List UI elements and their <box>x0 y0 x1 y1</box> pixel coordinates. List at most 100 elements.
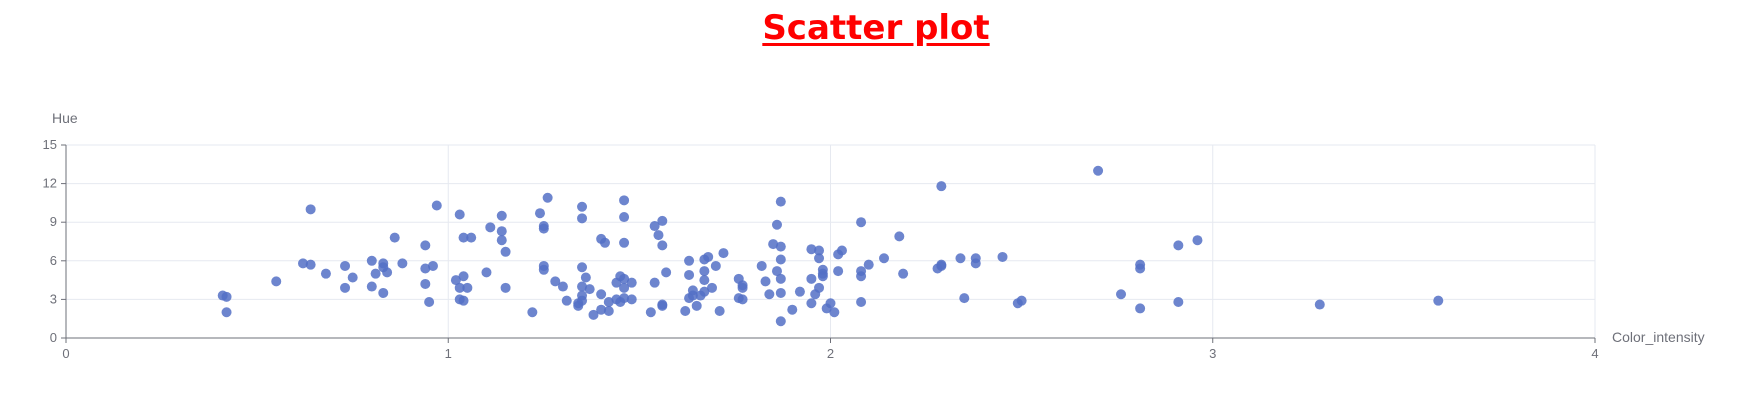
data-point-11 <box>366 281 377 292</box>
data-point-157 <box>970 258 981 269</box>
data-point-48 <box>542 192 553 203</box>
data-point-27 <box>454 209 465 220</box>
data-point-41 <box>500 282 511 293</box>
data-point-43 <box>534 208 545 219</box>
data-point-13 <box>370 268 381 279</box>
data-point-130 <box>814 245 825 256</box>
data-point-30 <box>458 271 469 282</box>
data-point-28 <box>454 282 465 293</box>
data-point-49 <box>550 276 561 287</box>
grid-lines <box>66 144 1596 338</box>
data-point-95 <box>687 290 698 301</box>
data-point-80 <box>626 277 637 288</box>
data-point-165 <box>1135 303 1146 314</box>
data-point-161 <box>1093 165 1104 176</box>
data-point-148 <box>894 231 905 242</box>
data-point-158 <box>997 251 1008 262</box>
data-point-139 <box>833 266 844 277</box>
data-point-33 <box>462 282 473 293</box>
data-point-68 <box>603 296 614 307</box>
data-point-146 <box>863 259 874 270</box>
data-point-3 <box>271 276 282 287</box>
data-point-119 <box>775 241 786 252</box>
x-tick-label-0: 0 <box>62 346 69 361</box>
data-points <box>217 165 1444 327</box>
chart-title: Scatter plot <box>762 8 990 48</box>
data-point-47 <box>538 264 549 275</box>
data-point-34 <box>466 232 477 243</box>
data-point-61 <box>584 284 595 295</box>
y-tick-label-0: 0 <box>50 330 57 345</box>
data-point-126 <box>806 244 817 255</box>
data-point-66 <box>599 237 610 248</box>
data-point-74 <box>619 212 630 223</box>
data-point-21 <box>420 278 431 289</box>
data-point-147 <box>879 253 890 264</box>
data-point-62 <box>588 309 599 320</box>
data-point-121 <box>775 273 786 284</box>
data-point-23 <box>424 296 435 307</box>
data-point-167 <box>1173 296 1184 307</box>
data-point-67 <box>603 305 614 316</box>
data-point-37 <box>496 210 507 221</box>
data-point-91 <box>684 255 695 266</box>
data-point-105 <box>714 305 725 316</box>
data-point-50 <box>557 281 568 292</box>
data-point-141 <box>836 245 847 256</box>
data-point-138 <box>829 307 840 318</box>
data-point-86 <box>657 240 668 251</box>
data-point-82 <box>649 221 660 232</box>
data-point-60 <box>580 272 591 283</box>
data-point-89 <box>661 267 672 278</box>
data-point-5 <box>305 259 316 270</box>
data-point-144 <box>856 271 867 282</box>
data-point-101 <box>699 286 710 297</box>
data-point-63 <box>596 289 607 300</box>
y-tick-label-2: 6 <box>50 253 57 268</box>
x-tick-label-2: 2 <box>827 346 834 361</box>
data-point-103 <box>707 282 718 293</box>
x-tick-label-4: 4 <box>1591 346 1598 361</box>
data-point-26 <box>450 275 461 286</box>
data-point-73 <box>619 195 630 206</box>
data-point-154 <box>955 253 966 264</box>
data-point-76 <box>619 273 630 284</box>
x-tick-label-1: 1 <box>445 346 452 361</box>
x-tick-label-3: 3 <box>1209 346 1216 361</box>
data-point-81 <box>645 307 656 318</box>
data-point-22 <box>420 240 431 251</box>
data-point-51 <box>561 295 572 306</box>
data-point-90 <box>680 305 691 316</box>
data-point-77 <box>619 282 630 293</box>
data-point-110 <box>737 282 748 293</box>
data-point-12 <box>366 255 377 266</box>
data-point-142 <box>856 217 867 228</box>
y-axis-label: Hue <box>52 110 78 126</box>
data-point-113 <box>760 276 771 287</box>
data-point-39 <box>496 235 507 246</box>
data-point-83 <box>649 277 660 288</box>
data-point-162 <box>1116 289 1127 300</box>
data-point-152 <box>936 260 947 271</box>
data-point-17 <box>382 267 393 278</box>
data-point-111 <box>737 294 748 305</box>
data-point-112 <box>756 260 767 271</box>
data-point-42 <box>527 307 538 318</box>
data-point-125 <box>794 286 805 297</box>
data-point-99 <box>699 266 710 277</box>
data-point-79 <box>626 294 637 305</box>
data-point-4 <box>297 258 308 269</box>
data-point-92 <box>684 269 695 280</box>
y-tick-label-5: 15 <box>43 137 57 152</box>
data-point-124 <box>787 304 798 315</box>
data-point-59 <box>577 295 588 306</box>
data-point-132 <box>814 282 825 293</box>
data-point-118 <box>775 196 786 207</box>
data-point-10 <box>347 272 358 283</box>
y-tick-label-3: 9 <box>50 214 57 229</box>
data-point-38 <box>496 226 507 237</box>
data-point-164 <box>1135 263 1146 274</box>
data-point-114 <box>764 289 775 300</box>
